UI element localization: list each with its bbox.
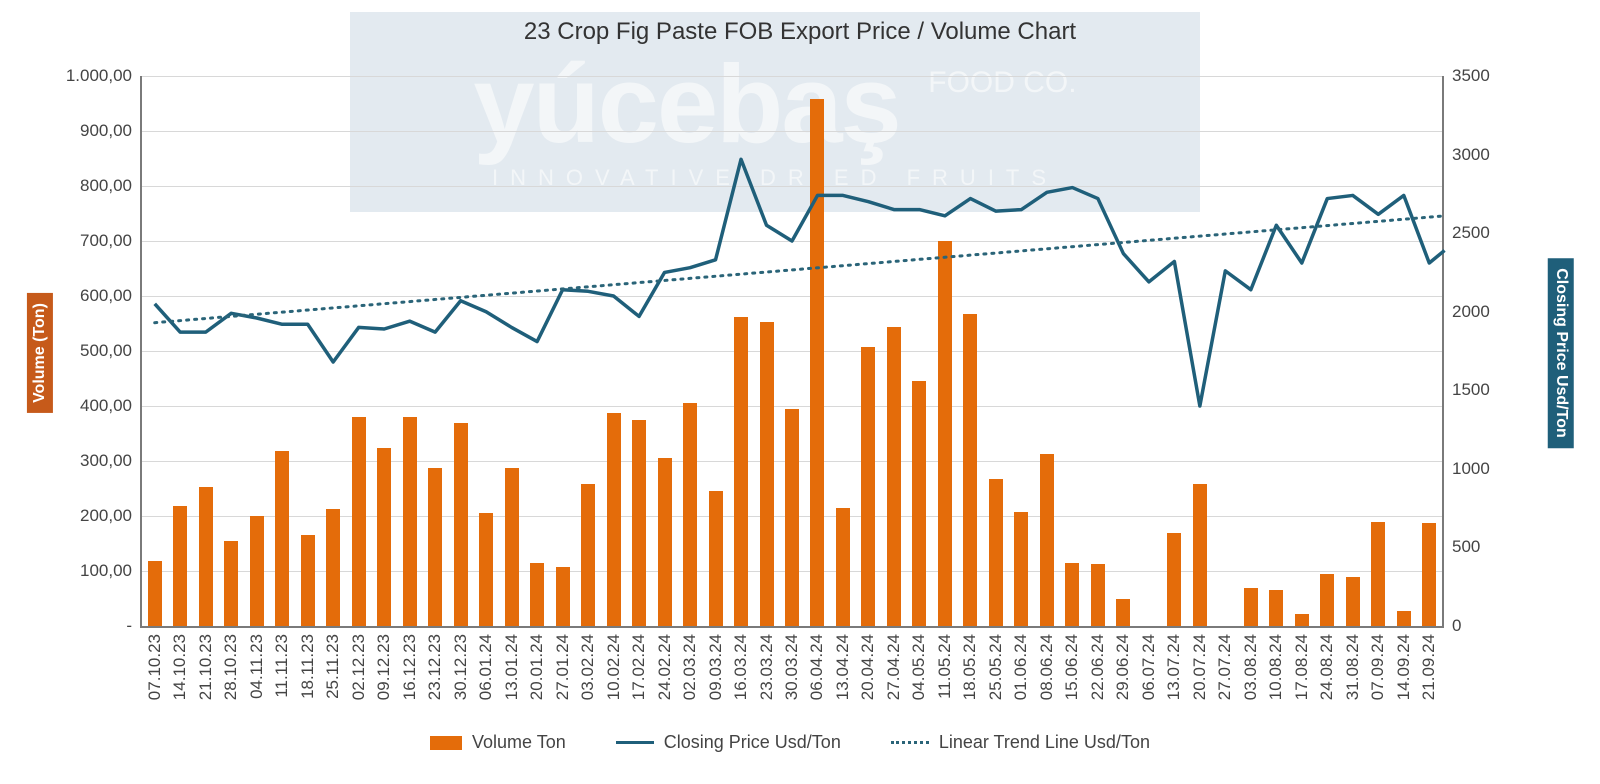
xtick: 29.06.24 (1113, 634, 1133, 700)
ytick-left: 800,00 (80, 176, 132, 196)
ytick-left: 600,00 (80, 286, 132, 306)
xtick: 16.12.23 (400, 634, 420, 700)
xtick: 03.02.24 (578, 634, 598, 700)
ytick-right: 1500 (1452, 380, 1490, 400)
legend-swatch-bar (430, 736, 462, 750)
ytick-right: 2000 (1452, 302, 1490, 322)
xtick: 06.07.24 (1139, 634, 1159, 700)
price-line (155, 159, 1445, 406)
ytick-left: 1.000,00 (66, 66, 132, 86)
xtick: 02.03.24 (680, 634, 700, 700)
trend-line (155, 216, 1445, 323)
xtick: 02.12.23 (349, 634, 369, 700)
xtick: 10.02.24 (604, 634, 624, 700)
xtick: 27.07.24 (1215, 634, 1235, 700)
xtick: 24.08.24 (1317, 634, 1337, 700)
xtick: 27.04.24 (884, 634, 904, 700)
ytick-right: 500 (1452, 537, 1480, 557)
ytick-left: 400,00 (80, 396, 132, 416)
ytick-right: 3000 (1452, 145, 1490, 165)
ytick-left: 700,00 (80, 231, 132, 251)
legend-swatch-line (616, 741, 654, 744)
legend-label-trend: Linear Trend Line Usd/Ton (939, 732, 1150, 753)
xtick: 28.10.23 (221, 634, 241, 700)
chart-title: 23 Crop Fig Paste FOB Export Price / Vol… (0, 18, 1600, 46)
legend: Volume Ton Closing Price Usd/Ton Linear … (430, 732, 1150, 753)
xtick: 23.03.24 (757, 634, 777, 700)
xtick: 04.11.23 (247, 634, 267, 699)
xtick: 01.06.24 (1011, 634, 1031, 700)
legend-item-bar: Volume Ton (430, 732, 566, 753)
xtick: 22.06.24 (1088, 634, 1108, 700)
xtick: 25.05.24 (986, 634, 1006, 700)
y-axis-right-label: Closing Price Usd/Ton (1547, 258, 1573, 448)
xtick: 04.05.24 (909, 634, 929, 700)
xtick: 11.11.23 (272, 634, 292, 698)
ytick-left: 900,00 (80, 121, 132, 141)
legend-item-trend: Linear Trend Line Usd/Ton (891, 732, 1150, 753)
plot-area: -100,00200,00300,00400,00500,00600,00700… (140, 76, 1444, 628)
xtick: 21.10.23 (196, 634, 216, 700)
ytick-right: 1000 (1452, 459, 1490, 479)
xtick: 03.08.24 (1241, 634, 1261, 700)
xtick: 23.12.23 (425, 634, 445, 700)
xtick: 09.03.24 (706, 634, 726, 700)
xtick: 30.12.23 (451, 634, 471, 700)
ytick-right: 0 (1452, 616, 1461, 636)
xtick: 09.12.23 (374, 634, 394, 700)
ytick-left: 300,00 (80, 451, 132, 471)
xtick: 06.04.24 (807, 634, 827, 700)
ytick-left: 500,00 (80, 341, 132, 361)
xtick: 24.02.24 (655, 634, 675, 700)
xtick: 30.03.24 (782, 634, 802, 700)
xtick: 08.06.24 (1037, 634, 1057, 700)
xtick: 16.03.24 (731, 634, 751, 700)
xtick: 20.01.24 (527, 634, 547, 700)
xtick: 27.01.24 (553, 634, 573, 700)
legend-swatch-trend (891, 741, 929, 744)
chart-container: yúcebaş FOOD CO. INNOVATIVE DRIED FRUITS… (0, 0, 1600, 784)
xtick: 13.07.24 (1164, 634, 1184, 700)
legend-item-line: Closing Price Usd/Ton (616, 732, 841, 753)
xtick: 06.01.24 (476, 634, 496, 700)
xtick: 21.09.24 (1419, 634, 1439, 700)
xtick: 13.01.24 (502, 634, 522, 700)
xtick: 10.08.24 (1266, 634, 1286, 700)
xtick: 18.11.23 (298, 634, 318, 699)
y-axis-left-label: Volume (Ton) (27, 293, 53, 413)
xtick: 31.08.24 (1343, 634, 1363, 700)
xtick: 07.09.24 (1368, 634, 1388, 700)
legend-label-bar: Volume Ton (472, 732, 566, 753)
ytick-left: 100,00 (80, 561, 132, 581)
xtick: 15.06.24 (1062, 634, 1082, 700)
xtick: 14.09.24 (1394, 634, 1414, 700)
xtick: 13.04.24 (833, 634, 853, 700)
ytick-right: 2500 (1452, 223, 1490, 243)
ytick-right: 3500 (1452, 66, 1490, 86)
legend-label-line: Closing Price Usd/Ton (664, 732, 841, 753)
xtick: 07.10.23 (145, 634, 165, 700)
ytick-left: 200,00 (80, 506, 132, 526)
xtick: 18.05.24 (960, 634, 980, 700)
xtick: 20.04.24 (858, 634, 878, 700)
line-layer (142, 76, 1442, 626)
ytick-left: - (126, 616, 132, 636)
xtick: 17.08.24 (1292, 634, 1312, 700)
xtick: 14.10.23 (170, 634, 190, 700)
xtick: 25.11.23 (323, 634, 343, 699)
xtick: 20.07.24 (1190, 634, 1210, 700)
xtick: 11.05.24 (935, 634, 955, 699)
xtick: 17.02.24 (629, 634, 649, 700)
